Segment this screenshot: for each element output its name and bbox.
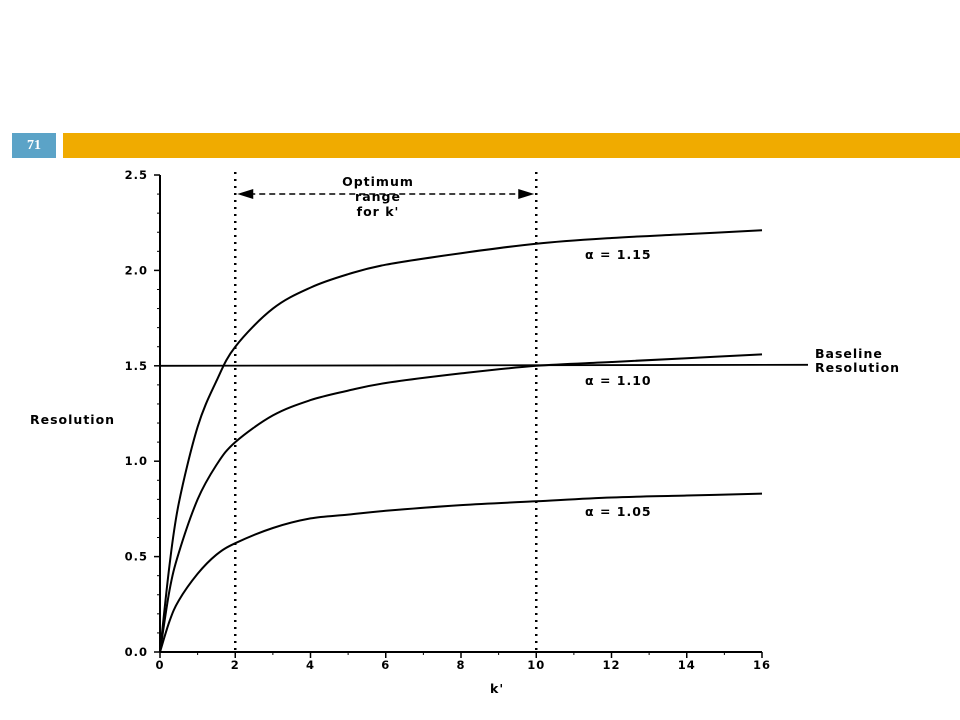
y-tick-label: 1.5	[125, 359, 148, 373]
y-tick-label: 0.0	[125, 645, 148, 659]
x-tick-label: 6	[381, 658, 390, 672]
x-tick-label: 14	[678, 658, 696, 672]
x-axis-label: k'	[490, 681, 504, 696]
x-tick-label: 8	[456, 658, 465, 672]
optimum-label-line2: range	[355, 189, 401, 204]
x-tick-label: 10	[527, 658, 545, 672]
curve-alpha-1-15	[160, 230, 762, 652]
x-tick-label: 4	[306, 658, 315, 672]
x-tick-label: 16	[753, 658, 771, 672]
y-tick-label: 2.5	[125, 168, 148, 182]
baseline-label-line2: Resolution	[815, 360, 900, 375]
y-tick-label: 0.5	[125, 550, 148, 564]
y-tick-label: 1.0	[125, 454, 148, 468]
y-tick-label: 2.0	[125, 263, 148, 277]
series-label-1-05: α = 1.05	[585, 504, 652, 519]
ticks: 0.0 0.5 1.0 1.5 2.0 2.5 0 2 4 6 8 10 12 14 16	[125, 168, 771, 672]
x-tick-label: 0	[155, 658, 164, 672]
baseline-label-line1: Baseline	[815, 346, 883, 361]
series-label-1-15: α = 1.15	[585, 247, 652, 262]
curve-alpha-1-10	[160, 354, 762, 652]
series-curves	[160, 230, 808, 652]
y-axis-label: Resolution	[30, 412, 115, 427]
x-tick-label: 2	[231, 658, 240, 672]
series-label-1-10: α = 1.10	[585, 373, 652, 388]
optimum-arrow-left-head	[237, 189, 253, 199]
x-tick-label: 12	[602, 658, 620, 672]
optimum-label-line3: for k'	[357, 204, 400, 219]
curve-alpha-1-05	[160, 494, 762, 652]
baseline-resolution-line	[160, 365, 808, 366]
axes	[160, 175, 762, 652]
optimum-label-line1: Optimum	[342, 174, 414, 189]
optimum-arrow-right-head	[518, 189, 534, 199]
